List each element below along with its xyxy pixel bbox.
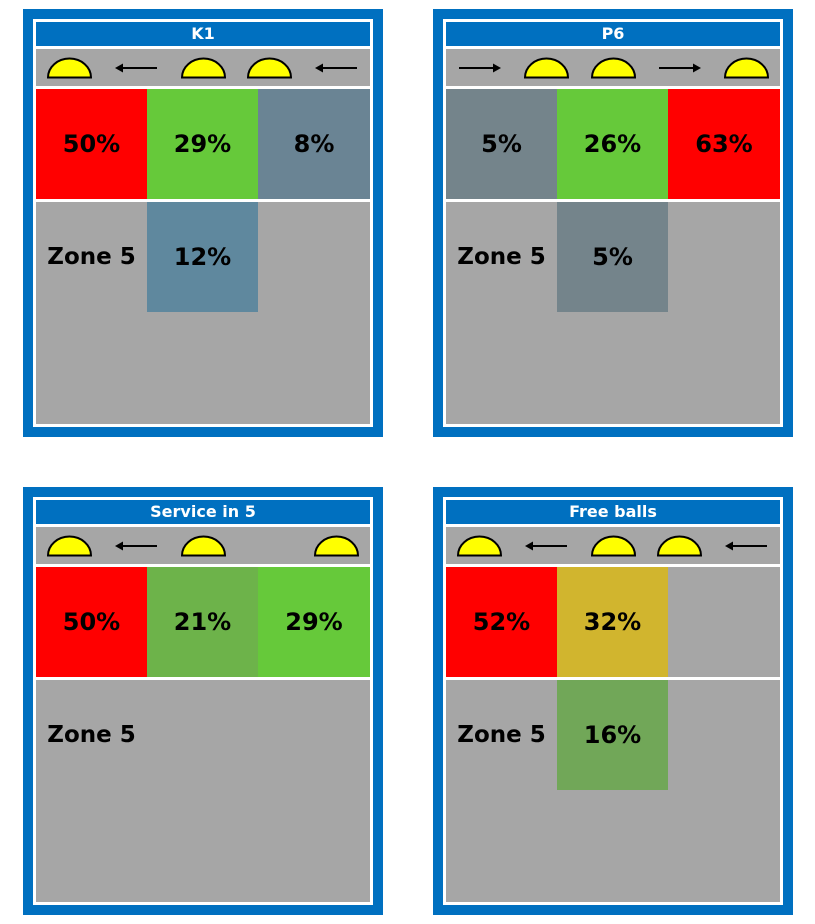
zone-label: Zone 5 [47, 722, 136, 748]
back-row-cell: 5% [557, 202, 668, 312]
front-row-cell: 21% [147, 567, 258, 677]
panel-k1: K1 50% 29% 8% Zone 5 12% [23, 9, 383, 437]
panel-p6: P6 5% 26% 63% Zone 5 5% [433, 9, 793, 437]
court-grid: 5% 26% 63% Zone 5 5% [446, 89, 780, 424]
panel-title: Service in 5 [36, 500, 370, 524]
zone-label: Zone 5 [457, 722, 546, 748]
front-row-cell: 50% [36, 567, 147, 677]
front-row-cell: 32% [557, 567, 668, 677]
player-dome-icon [580, 49, 647, 86]
player-dome-icon [236, 49, 303, 86]
panel-inner: Service in 5 50% 21% 29% Zone 5 [33, 497, 373, 905]
arrow-left-icon [103, 49, 170, 86]
player-dome-icon [36, 527, 103, 564]
player-dome-icon [36, 49, 103, 86]
row-divider [36, 199, 370, 202]
rotation-symbol [236, 527, 303, 564]
player-dome-icon [513, 49, 580, 86]
row-divider [446, 677, 780, 680]
back-row-cell [668, 202, 780, 312]
arrow-right-icon [646, 49, 713, 86]
front-row-cell [668, 567, 780, 677]
panel-service-in-5: Service in 5 50% 21% 29% Zone 5 [23, 487, 383, 915]
arrow-left-icon [303, 49, 370, 86]
front-row-cell: 29% [147, 89, 258, 199]
player-dome-icon [446, 527, 513, 564]
rotation-symbol-row [36, 527, 370, 564]
row-divider [36, 677, 370, 680]
court-grid: 52% 32% Zone 5 16% [446, 567, 780, 902]
panel-title: K1 [36, 22, 370, 46]
front-row-cell: 29% [258, 567, 370, 677]
row-divider [446, 199, 780, 202]
back-row-cell [668, 680, 780, 790]
rotation-symbol-row [446, 49, 780, 86]
front-row-cell: 8% [258, 89, 370, 199]
front-row-cell: 26% [557, 89, 668, 199]
panel-inner: K1 50% 29% 8% Zone 5 12% [33, 19, 373, 427]
zone-label: Zone 5 [457, 244, 546, 270]
zone-label: Zone 5 [47, 244, 136, 270]
court-grid: 50% 21% 29% Zone 5 [36, 567, 370, 902]
player-dome-icon [170, 527, 237, 564]
player-dome-icon [713, 49, 780, 86]
front-row-cell: 52% [446, 567, 557, 677]
front-row-cell: 50% [36, 89, 147, 199]
player-dome-icon [580, 527, 647, 564]
panel-title: P6 [446, 22, 780, 46]
front-row-cell: 5% [446, 89, 557, 199]
arrow-right-icon [446, 49, 513, 86]
player-dome-icon [170, 49, 237, 86]
court-grid: 50% 29% 8% Zone 5 12% [36, 89, 370, 424]
rotation-symbol-row [446, 527, 780, 564]
back-row-cell [258, 202, 370, 312]
rotation-symbol-row [36, 49, 370, 86]
panel-inner: P6 5% 26% 63% Zone 5 5% [443, 19, 783, 427]
front-row-cell: 63% [668, 89, 780, 199]
arrow-left-icon [513, 527, 580, 564]
arrow-left-icon [103, 527, 170, 564]
arrow-left-icon [713, 527, 780, 564]
back-row-cell [258, 680, 370, 790]
player-dome-icon [303, 527, 370, 564]
back-row-cell: 16% [557, 680, 668, 790]
panel-free-balls: Free balls 52% 32% Zone 5 16% [433, 487, 793, 915]
player-dome-icon [646, 527, 713, 564]
panel-inner: Free balls 52% 32% Zone 5 16% [443, 497, 783, 905]
panel-title: Free balls [446, 500, 780, 524]
back-row-cell: 12% [147, 202, 258, 312]
back-row-cell [147, 680, 258, 790]
